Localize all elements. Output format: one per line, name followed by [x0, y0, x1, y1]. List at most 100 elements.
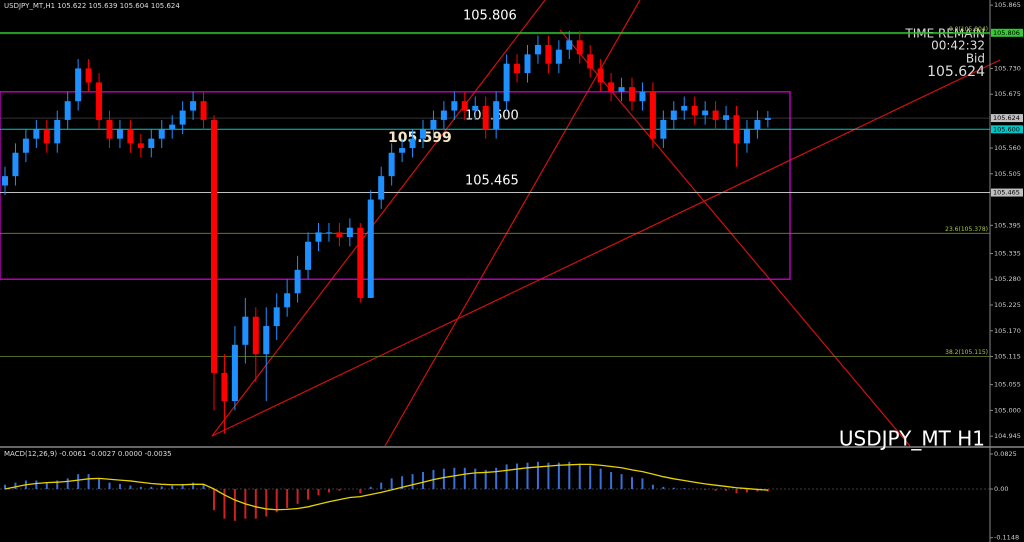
- candle-body: [116, 129, 123, 139]
- candle-body: [221, 372, 228, 402]
- candle-body: [597, 68, 604, 83]
- candle-body: [200, 101, 207, 120]
- y-tick-label: 105.505: [994, 170, 1021, 178]
- bid-value: 105.624: [927, 64, 985, 80]
- candle-body: [743, 129, 750, 144]
- candle-body: [712, 110, 719, 120]
- y-tick-label: 104.945: [994, 432, 1021, 440]
- y-tick-label: 105.730: [994, 64, 1021, 72]
- candle-body: [367, 199, 374, 298]
- fibo-label: 38.2(105.115): [945, 349, 988, 356]
- price-tag-label: 105.465: [993, 189, 1020, 197]
- candle-body: [378, 176, 385, 200]
- price-tag-label: 105.806: [993, 29, 1020, 37]
- candle-body: [388, 152, 395, 177]
- candle-body: [211, 119, 217, 373]
- candle-body: [545, 44, 552, 64]
- y-tick-label: 105.865: [994, 1, 1021, 9]
- bid-tag-label: 105.624: [993, 114, 1020, 122]
- candle-body: [54, 119, 61, 144]
- candle-body: [336, 232, 343, 238]
- candle-body: [284, 293, 291, 308]
- signal-line: [4, 463, 768, 511]
- y-tick-label: 105.115: [994, 353, 1021, 361]
- level-annotation: 105.806: [463, 9, 517, 24]
- candle-body: [608, 82, 615, 92]
- candle-body: [503, 63, 510, 102]
- candle-body: [64, 101, 71, 120]
- candle-body: [472, 105, 479, 111]
- bid-tag: [991, 114, 1023, 123]
- candle-body: [12, 152, 19, 177]
- candle-body: [85, 68, 92, 83]
- candle-body: [764, 118, 771, 120]
- candle-body: [96, 82, 103, 120]
- candle-body: [482, 105, 489, 130]
- candle-body: [315, 232, 322, 242]
- range-box: [0, 91, 791, 280]
- candle-body: [587, 54, 594, 69]
- y-tick-label: 105.395: [994, 221, 1021, 229]
- candle-body: [754, 119, 761, 130]
- price-tag-label: 105.600: [993, 125, 1020, 133]
- candle-body: [649, 91, 656, 139]
- candle-body: [691, 105, 698, 116]
- level-annotation: 105.600: [465, 109, 519, 124]
- candle-body: [566, 40, 573, 50]
- candle-body: [169, 124, 176, 130]
- candle-body: [273, 307, 280, 327]
- candle-body: [127, 129, 134, 144]
- price-tag: [991, 28, 1023, 37]
- y-tick-label: 105.335: [994, 249, 1021, 257]
- candle-body: [629, 87, 635, 102]
- candle-body: [263, 326, 270, 355]
- candle-body: [733, 115, 740, 144]
- bid-caption: Bid: [966, 52, 985, 66]
- candle-body: [22, 138, 29, 153]
- candle-body: [534, 44, 541, 55]
- candle-body: [440, 110, 447, 120]
- trend-line: [211, 59, 1001, 437]
- candle-body: [106, 119, 113, 139]
- candle-body: [231, 344, 238, 402]
- y-tick-label: 105.560: [994, 144, 1021, 152]
- candle-body: [2, 176, 8, 186]
- candle-body: [639, 91, 646, 102]
- y-tick-label: -0.1148: [994, 534, 1019, 542]
- candle-body: [137, 143, 144, 149]
- candle-body: [681, 105, 688, 111]
- candle-body: [514, 63, 521, 74]
- candle-body: [618, 87, 625, 92]
- y-tick-label: 105.000: [994, 406, 1021, 414]
- candle-body: [430, 119, 437, 130]
- candle-body: [148, 138, 155, 149]
- y-tick-label: 105.280: [994, 275, 1021, 283]
- candle-body: [357, 227, 364, 298]
- price-tag: [991, 188, 1023, 197]
- candle-body: [670, 110, 677, 120]
- y-tick-label: 105.675: [994, 90, 1021, 98]
- candle-body: [190, 101, 197, 111]
- y-tick-label: 105.225: [994, 301, 1021, 309]
- candle-body: [461, 101, 468, 111]
- candle-body: [409, 138, 416, 149]
- chart-title: USDJPY_MT,H1 105.622 105.639 105.604 105…: [4, 2, 180, 10]
- candle-body: [723, 115, 730, 120]
- candle-body: [493, 101, 500, 130]
- level-annotation: 105.465: [465, 174, 519, 189]
- candle-body: [451, 101, 458, 111]
- candle-body: [179, 110, 186, 125]
- candle-body: [399, 148, 406, 153]
- candle-body: [346, 227, 353, 238]
- y-tick-label: 105.170: [994, 327, 1021, 335]
- macd-title: MACD(12,26,9) -0.0061 -0.0027 0.0000 -0.…: [4, 450, 172, 458]
- candle-body: [252, 316, 259, 355]
- trend-line: [211, 0, 546, 437]
- candle-body: [43, 129, 50, 144]
- candle-body: [702, 110, 709, 116]
- candle-body: [294, 269, 301, 294]
- candle-body: [242, 316, 249, 345]
- candle-body: [524, 54, 531, 74]
